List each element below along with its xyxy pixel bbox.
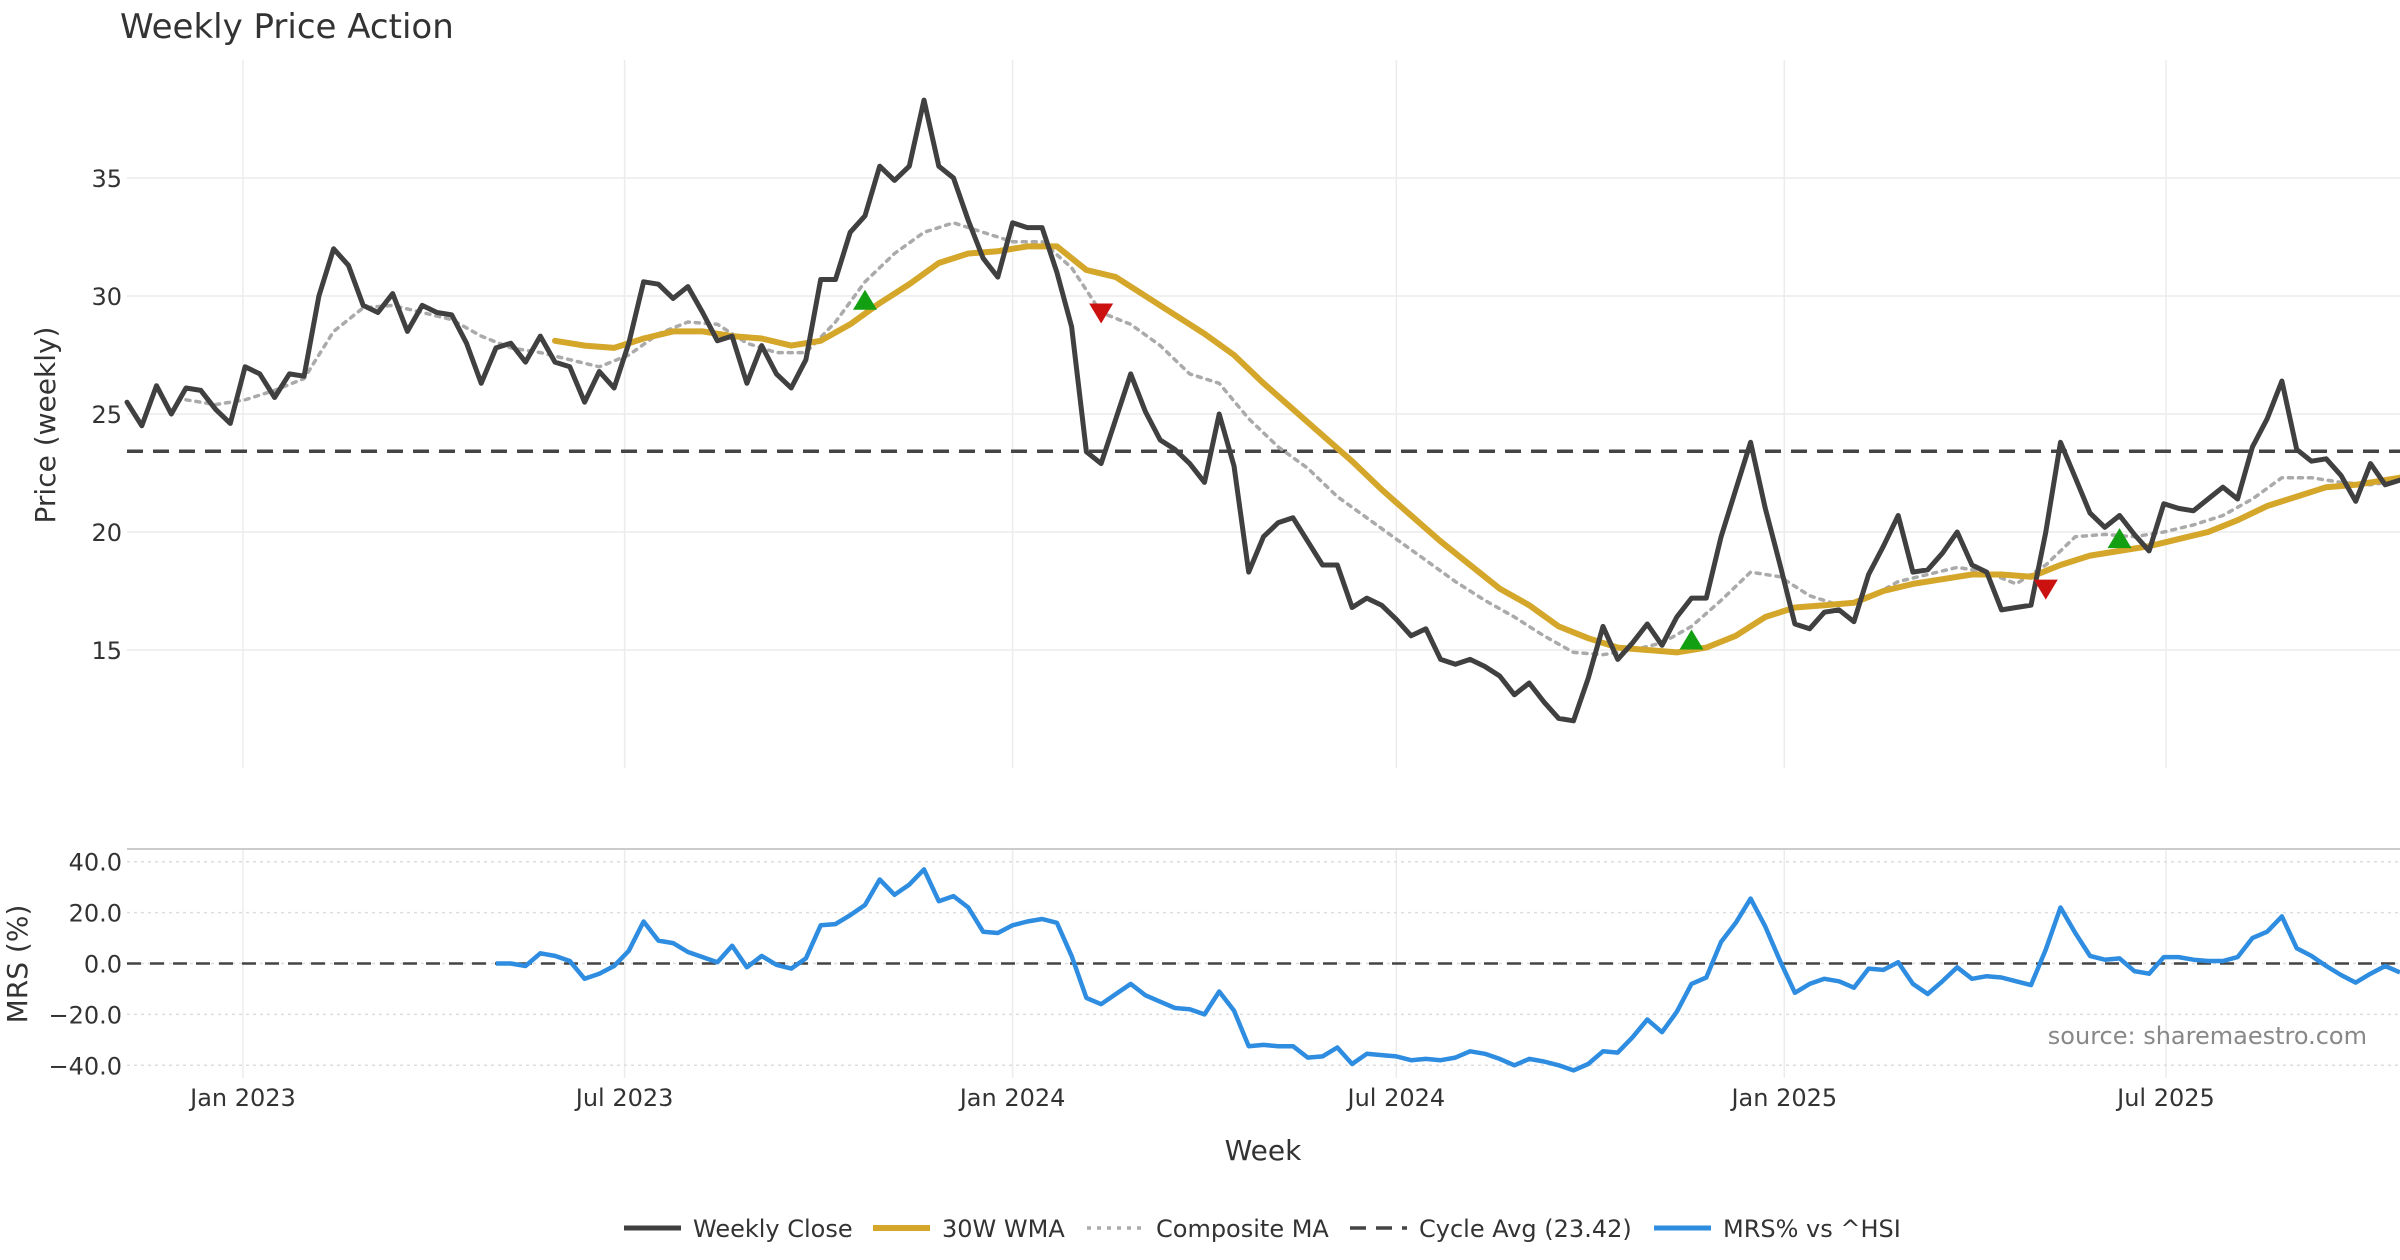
legend-label-composite: Composite MA	[1156, 1215, 1329, 1243]
chart-title: Weekly Price Action	[120, 7, 454, 47]
mrs-y-tick-label: −20.0	[48, 1001, 122, 1029]
x-tick-label: Jan 2023	[188, 1084, 296, 1112]
signal-markers	[852, 289, 2132, 650]
price-y-tick-label: 30	[91, 283, 122, 311]
buy-signal-marker	[1679, 629, 1704, 650]
mrs-y-axis-label: MRS (%)	[1, 905, 34, 1024]
price-y-tick-label: 35	[91, 165, 122, 193]
series-layer	[124, 97, 2400, 1073]
x-axis-label: Week	[1225, 1134, 1302, 1167]
price-y-tick-label: 20	[91, 519, 122, 547]
x-tick-label: Jan 2025	[1729, 1084, 1837, 1112]
mrs-y-tick-label: 20.0	[69, 900, 122, 928]
x-tick-label: Jul 2023	[574, 1084, 674, 1112]
buy-signal-marker	[2107, 528, 2132, 549]
sell-signal-marker	[1089, 303, 1114, 324]
legend-label-cycle: Cycle Avg (23.42)	[1419, 1215, 1632, 1243]
legend-label-weekly-close: Weekly Close	[693, 1215, 853, 1243]
tick-labels: 15 20 25 30 35 Jan 2023 Jul 2023 Jan 2024 Jul 20…	[48, 165, 2214, 1112]
x-tick-label: Jul 2025	[2115, 1084, 2215, 1112]
mrs-y-tick-label: −40.0	[48, 1052, 122, 1080]
price-y-tick-label: 25	[91, 401, 122, 429]
legend-label-mrs: MRS% vs ^HSI	[1723, 1215, 1901, 1243]
source-note: source: sharemaestro.com	[2048, 1022, 2367, 1050]
legend-label-wma: 30W WMA	[942, 1215, 1065, 1243]
legend: Weekly Close 30W WMA Composite MA Cycle Avg…	[624, 1215, 1901, 1243]
buy-signal-marker	[852, 289, 877, 310]
weekly-close-series-line	[124, 97, 2400, 724]
x-tick-label: Jul 2024	[1346, 1084, 1446, 1112]
mrs-y-tick-label: 40.0	[69, 849, 122, 877]
mrs-y-tick-label: 0.0	[84, 951, 122, 979]
sell-signal-marker	[2033, 579, 2058, 600]
price-y-tick-label: 15	[91, 637, 122, 665]
wma-series-line	[552, 243, 2400, 656]
x-tick-label: Jan 2024	[958, 1084, 1066, 1112]
price-y-axis-label: Price (weekly)	[29, 327, 62, 524]
price-grid	[127, 60, 2400, 768]
mrs-series-line	[496, 867, 2400, 1073]
